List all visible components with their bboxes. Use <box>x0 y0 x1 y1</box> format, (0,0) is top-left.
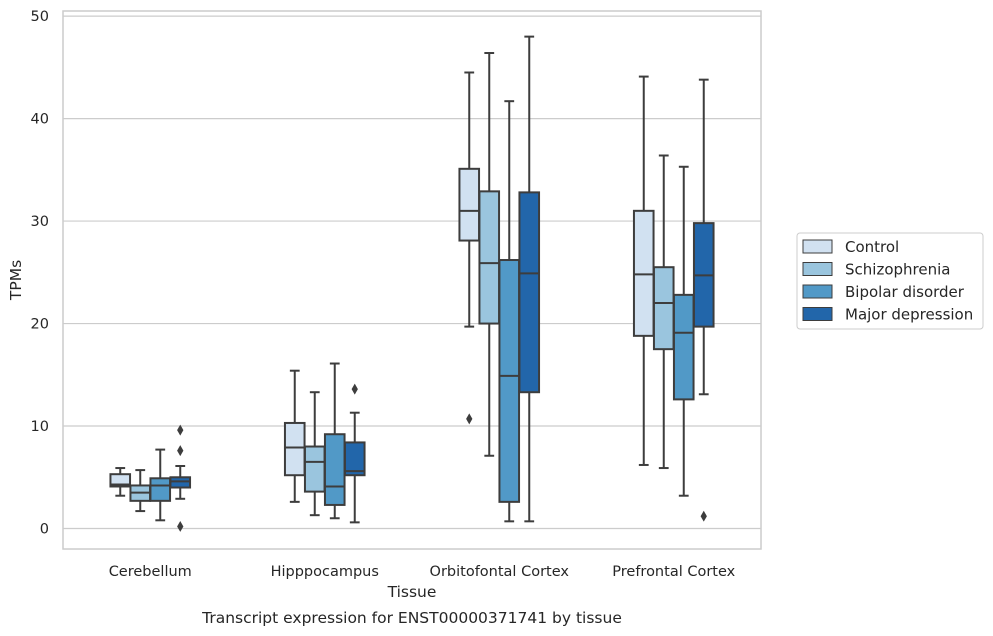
x-tick-label: Hipppocampus <box>271 564 379 580</box>
box-iqr <box>498 259 521 503</box>
box-major-depression <box>343 383 366 524</box>
legend-label: Bipolar disorder <box>845 283 965 301</box>
legend: Control Schizophrenia Bipolar disorder Majo… <box>796 232 984 330</box>
box-bipolar-disorder <box>149 448 172 522</box>
chart-caption: Transcript expression for ENST0000037174… <box>201 609 622 627</box>
x-tick-label: Cerebellum <box>109 564 192 580</box>
y-tick-label: 10 <box>31 419 49 435</box>
y-tick-label: 20 <box>31 317 49 333</box>
legend-item: Major depression <box>802 306 973 324</box>
box-schizophrenia <box>652 154 675 470</box>
legend-label: Major depression <box>845 306 973 324</box>
outlier-point <box>177 445 184 457</box>
box-schizophrenia <box>478 52 501 457</box>
box-major-depression <box>169 424 192 532</box>
x-tick-labels: Cerebellum Hipppocampus Orbitofontal Corte… <box>109 564 736 580</box>
y-tick-labels: 0 10 20 30 40 50 <box>31 9 49 537</box>
y-tick-label: 40 <box>31 112 49 128</box>
outlier-point <box>177 520 184 532</box>
box-iqr <box>672 293 695 401</box>
x-tick-label: Prefrontal Cortex <box>612 564 735 580</box>
legend-swatch <box>802 262 833 276</box>
legend-label: Schizophrenia <box>845 261 950 279</box>
outlier-point <box>700 510 707 522</box>
box-iqr <box>652 266 675 351</box>
legend-swatch <box>802 239 833 254</box>
box-series-layer <box>109 35 715 532</box>
box-iqr <box>149 477 172 502</box>
box-control <box>109 467 132 497</box>
y-tick-label: 30 <box>31 214 49 230</box>
y-axis-label: TPMs <box>7 260 25 301</box>
box-control <box>632 75 655 466</box>
box-iqr <box>632 209 655 337</box>
box-iqr <box>169 476 192 489</box>
legend-items: Control Schizophrenia Bipolar disorder Majo… <box>802 238 973 324</box>
y-tick-label: 50 <box>31 9 49 25</box>
box-major-depression <box>692 78 715 522</box>
legend-swatch <box>802 284 833 299</box>
legend-swatch <box>802 307 833 321</box>
x-axis-label: Tissue <box>387 583 437 601</box>
legend-item: Bipolar disorder <box>802 283 965 301</box>
x-tick-label: Orbitofontal Cortex <box>430 564 570 580</box>
y-tick-label: 0 <box>40 522 49 538</box>
outlier-point <box>351 383 358 395</box>
box-iqr <box>323 433 346 506</box>
outlier-point <box>466 413 473 425</box>
box-iqr <box>109 473 132 488</box>
legend-item: Schizophrenia <box>802 261 950 279</box>
legend-label: Control <box>845 238 899 256</box>
box-bipolar-disorder <box>672 165 695 497</box>
box-iqr <box>458 167 481 242</box>
box-iqr <box>518 191 541 394</box>
box-major-depression <box>518 35 541 523</box>
legend-item: Control <box>802 238 899 256</box>
outlier-point <box>177 424 184 436</box>
legend-frame <box>796 232 984 330</box>
box-iqr <box>343 441 366 477</box>
box-iqr <box>303 445 326 493</box>
box-iqr <box>478 190 501 325</box>
plot-frame <box>62 10 762 550</box>
box-control <box>458 71 481 425</box>
box-iqr <box>283 421 306 477</box>
